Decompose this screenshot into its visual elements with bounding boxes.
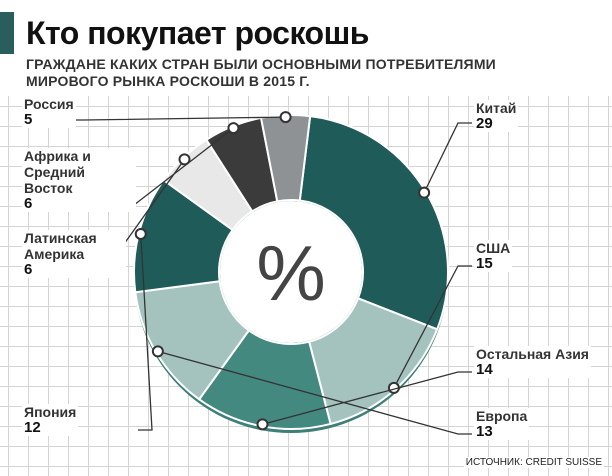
- title-bar: Кто покупает роскошь: [0, 8, 369, 58]
- label-europe-value: 13: [476, 423, 493, 440]
- label-china: Китай 29: [474, 100, 519, 132]
- label-usa-name: США: [476, 240, 511, 256]
- label-usa: США 15: [474, 240, 513, 272]
- source-note: ИСТОЧНИК: CREDIT SUISSE: [463, 457, 604, 468]
- leader-line: [262, 371, 472, 425]
- header: Кто покупает роскошь Граждане каких стра…: [0, 0, 612, 96]
- donut-slice: [259, 114, 312, 203]
- chart-title: Кто покупает роскошь: [26, 14, 369, 51]
- label-russia-value: 5: [24, 111, 33, 128]
- label-china-name: Китай: [476, 100, 517, 116]
- label-japan: Япония 12: [22, 404, 79, 436]
- leader-dot: [418, 186, 431, 199]
- leader-dot: [227, 122, 240, 135]
- center-percent-symbol: %: [256, 229, 325, 317]
- donut-slice: [298, 115, 449, 331]
- label-rest-asia: Остальная Азия 14: [474, 346, 591, 378]
- label-rest-asia-value: 14: [476, 361, 493, 378]
- donut-slice: [307, 296, 439, 426]
- label-africa-name: Африка и Средний Восток: [24, 148, 91, 196]
- label-africa-value: 6: [24, 195, 33, 212]
- title-accent: [0, 12, 14, 54]
- label-china-value: 29: [476, 115, 493, 132]
- leader-line: [393, 265, 472, 389]
- leader-dot: [279, 111, 292, 124]
- leader-dot: [178, 153, 191, 166]
- label-europe-name: Европа: [476, 408, 528, 424]
- label-latam-name: Латинская Америка: [24, 230, 97, 262]
- leader-line: [138, 233, 153, 431]
- label-latam-value: 6: [24, 261, 33, 278]
- label-europe: Европа 13: [474, 408, 530, 440]
- donut-hole: [220, 201, 362, 343]
- label-russia-name: Россия: [24, 96, 74, 112]
- label-usa-value: 15: [476, 255, 493, 272]
- leader-dot: [256, 418, 269, 431]
- label-japan-name: Япония: [24, 404, 77, 420]
- label-latin-america: Латинская Америка 6: [22, 230, 126, 278]
- leader-dot: [151, 345, 164, 358]
- leader-dot: [134, 227, 147, 240]
- label-japan-value: 12: [24, 419, 41, 436]
- chart-subtitle: Граждане каких стран были основными потр…: [26, 56, 496, 89]
- donut-slices: [133, 114, 449, 433]
- leader-line: [423, 122, 472, 193]
- label-africa-middle-east: Африка и Средний Восток 6: [22, 148, 136, 212]
- label-russia: Россия 5: [22, 96, 76, 128]
- leader-line: [157, 350, 472, 435]
- label-rest-asia-name: Остальная Азия: [476, 346, 589, 362]
